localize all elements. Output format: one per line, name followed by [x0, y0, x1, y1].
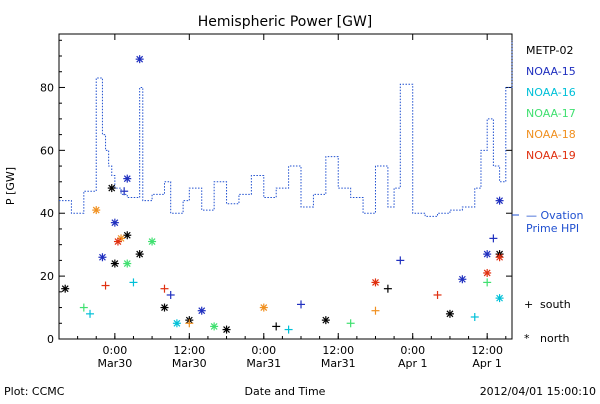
- data-point-noaa-15: [120, 187, 129, 196]
- plot-frame: [58, 33, 513, 340]
- x-tick-label-time: 12:00: [173, 344, 205, 357]
- y-tick-label: 20: [40, 270, 54, 283]
- data-point-noaa-15: [489, 234, 498, 243]
- data-point-noaa-15: [123, 174, 132, 183]
- data-point-noaa-16: [129, 278, 138, 287]
- x-axis-label: Date and Time: [245, 385, 326, 398]
- legend-item: METP-02: [526, 44, 574, 57]
- data-point-noaa-18: [371, 306, 380, 315]
- data-point-metp-02: [123, 231, 132, 240]
- data-point-metp-02: [321, 316, 330, 325]
- x-tick-label-date: Mar31: [321, 357, 356, 370]
- y-tick-label: 80: [40, 81, 54, 94]
- data-point-noaa-15: [135, 55, 144, 64]
- data-point-metp-02: [222, 325, 231, 334]
- data-point-metp-02: [107, 184, 116, 193]
- north-symbol: *: [524, 332, 530, 345]
- x-tick-label-time: 12:00: [322, 344, 354, 357]
- data-point-noaa-16: [470, 312, 479, 321]
- x-tick-label-date: Apr 1: [398, 357, 428, 370]
- data-point-noaa-19: [483, 268, 492, 277]
- data-point-noaa-17: [210, 322, 219, 331]
- data-point-noaa-19: [160, 284, 169, 293]
- data-point-noaa-18: [259, 303, 268, 312]
- data-point-noaa-16: [495, 294, 504, 303]
- data-point-metp-02: [445, 309, 454, 318]
- data-point-metp-02: [383, 284, 392, 293]
- data-point-noaa-15: [396, 256, 405, 265]
- data-point-noaa-16: [284, 325, 293, 334]
- data-point-noaa-19: [113, 237, 122, 246]
- x-tick-label-date: Apr 1: [472, 357, 502, 370]
- data-point-metp-02: [61, 284, 70, 293]
- y-tick-label: 60: [40, 144, 54, 157]
- data-point-noaa-19: [101, 281, 110, 290]
- data-point-noaa-15: [110, 218, 119, 227]
- data-points: [61, 55, 504, 334]
- chart-title: Hemispheric Power [GW]: [198, 14, 373, 30]
- data-point-noaa-19: [433, 290, 442, 299]
- x-tick-label-time: 0:00: [400, 344, 425, 357]
- data-point-noaa-15: [98, 253, 107, 262]
- ovation-legend-line2: Prime HPI: [526, 222, 579, 235]
- x-tick-label-time: 0:00: [251, 344, 276, 357]
- data-point-metp-02: [160, 303, 169, 312]
- plot-credit: Plot: CCMC: [4, 385, 65, 398]
- legend-item: NOAA-19: [526, 149, 576, 162]
- data-point-metp-02: [272, 322, 281, 331]
- legend-item: NOAA-17: [526, 107, 576, 120]
- data-point-noaa-15: [483, 250, 492, 259]
- x-tick-label-date: Mar30: [172, 357, 207, 370]
- legend: METP-02 NOAA-15 NOAA-16 NOAA-17 NOAA-18 NOAA-…: [526, 44, 576, 162]
- data-point-metp-02: [110, 259, 119, 268]
- data-point-noaa-15: [458, 275, 467, 284]
- data-point-noaa-15: [297, 300, 306, 309]
- x-tick-label-time: 0:00: [102, 344, 127, 357]
- north-label: north: [540, 332, 570, 345]
- plot-timestamp: 2012/04/01 15:00:10: [480, 385, 596, 398]
- y-axis: 0 20 40 60 80: [40, 39, 512, 346]
- y-axis-label: P [GW]: [4, 167, 17, 205]
- data-point-noaa-18: [185, 319, 194, 328]
- data-point-noaa-18: [92, 206, 101, 215]
- data-point-noaa-17: [483, 278, 492, 287]
- data-point-noaa-15: [197, 306, 206, 315]
- data-point-noaa-17: [123, 259, 132, 268]
- data-point-noaa-16: [86, 309, 95, 318]
- x-tick-label-date: Mar31: [246, 357, 281, 370]
- south-symbol: +: [524, 298, 533, 311]
- data-point-noaa-19: [495, 253, 504, 262]
- data-point-noaa-15: [495, 196, 504, 205]
- data-point-noaa-19: [371, 278, 380, 287]
- data-point-noaa-16: [172, 319, 181, 328]
- x-tick-label-time: 12:00: [471, 344, 503, 357]
- y-tick-label: 0: [47, 333, 54, 346]
- ovation-legend-line1: — Ovation: [526, 209, 584, 222]
- x-tick-label-date: Mar30: [97, 357, 132, 370]
- data-point-metp-02: [135, 250, 144, 259]
- y-tick-label: 40: [40, 207, 54, 220]
- south-label: south: [540, 298, 571, 311]
- data-point-noaa-17: [79, 303, 88, 312]
- legend-item: NOAA-15: [526, 65, 576, 78]
- legend-item: NOAA-16: [526, 86, 576, 99]
- legend-item: NOAA-18: [526, 128, 576, 141]
- ovation-prime-hpi-line: [59, 40, 513, 217]
- data-point-noaa-15: [166, 290, 175, 299]
- data-point-noaa-17: [148, 237, 157, 246]
- x-axis: 0:00Mar3012:00Mar300:00Mar3112:00Mar310:…: [77, 34, 507, 370]
- data-point-noaa-17: [346, 319, 355, 328]
